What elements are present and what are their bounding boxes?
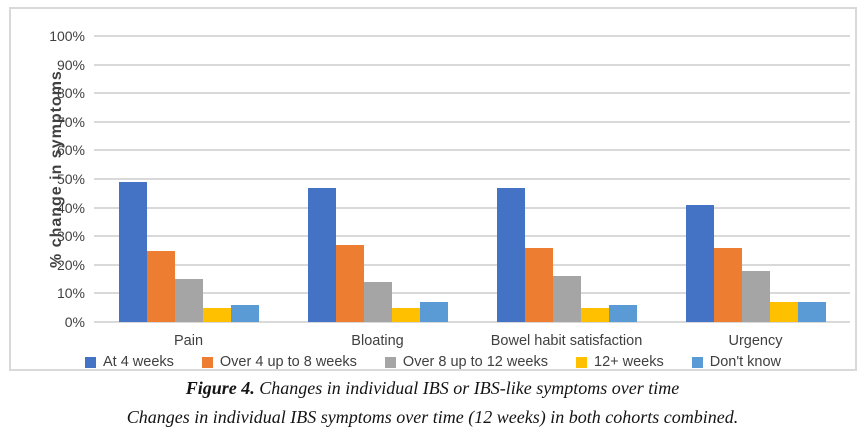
y-tick-label: 60%	[56, 142, 85, 159]
legend-swatch	[84, 356, 96, 368]
y-tick-label: 20%	[56, 256, 85, 273]
bar	[174, 279, 203, 322]
y-tick-label: 50%	[56, 171, 85, 187]
bar-group	[94, 36, 283, 322]
y-tick-label: 40%	[56, 199, 85, 216]
gridline	[94, 321, 850, 323]
bar	[496, 187, 525, 322]
bar	[118, 181, 147, 322]
y-tick-label: 70%	[56, 113, 85, 130]
bar-group	[472, 36, 661, 322]
y-tick-label: 0%	[64, 314, 85, 330]
bar-group	[283, 36, 472, 322]
gridline	[94, 235, 850, 238]
bar	[307, 187, 336, 322]
bar	[741, 270, 770, 322]
legend-swatch	[691, 356, 703, 368]
bar	[524, 247, 553, 322]
legend-item: Over 4 up to 8 weeks	[201, 354, 357, 370]
x-axis-label: Bowel habit satisfaction	[490, 333, 643, 349]
legend-item: Over 8 up to 12 weeks	[384, 354, 548, 370]
chart-legend: At 4 weeks Over 4 up to 8 weeks Over 8 up …	[11, 354, 855, 370]
gridline	[94, 206, 850, 209]
plot-area	[94, 35, 850, 323]
legend-label: At 4 weeks	[102, 354, 174, 370]
y-tick-label: 80%	[56, 85, 85, 102]
gridline	[94, 120, 850, 123]
y-tick-label: 30%	[56, 228, 85, 245]
legend-label: Over 4 up to 8 weeks	[219, 354, 357, 370]
bar	[580, 307, 609, 322]
y-axis-ticks: 0% 10% 20% 30% 40% 50% 60% 70% 80% 90% 100%	[11, 9, 85, 369]
bar	[769, 301, 798, 322]
bar	[419, 301, 448, 322]
legend-swatch	[201, 356, 213, 368]
gridline	[94, 63, 850, 66]
figure-caption: Figure 4. Changes in individual IBS or I…	[0, 377, 865, 428]
y-tick-label: 100%	[49, 28, 85, 44]
gridline	[94, 292, 850, 295]
legend-item: 12+ weeks	[576, 354, 664, 370]
legend-swatch	[384, 356, 396, 368]
legend-label: Don't know	[709, 354, 782, 370]
gridline	[94, 92, 850, 95]
y-tick-label: 90%	[56, 56, 85, 73]
caption-subtitle: Changes in individual IBS symptoms over …	[126, 407, 739, 427]
gridline	[94, 263, 850, 266]
y-tick-label: 10%	[56, 285, 85, 302]
x-axis-label: Pain	[173, 333, 204, 349]
legend-label: Over 8 up to 12 weeks	[402, 354, 548, 370]
bar	[230, 304, 259, 322]
figure-label: Figure 4.	[185, 378, 255, 398]
gridline	[94, 35, 850, 37]
x-axis-label: Bloating	[351, 333, 404, 349]
bar	[202, 307, 231, 322]
caption-title-line: Figure 4. Changes in individual IBS or I…	[0, 377, 865, 399]
gridline	[94, 178, 850, 180]
legend-label: 12+ weeks	[594, 354, 664, 370]
bar	[797, 301, 826, 322]
caption-title: Changes in individual IBS or IBS-like sy…	[254, 378, 680, 398]
legend-item: Don't know	[691, 354, 782, 370]
gridline	[94, 149, 850, 152]
legend-item: At 4 weeks	[84, 354, 174, 370]
bar-chart: % change in symptoms 0% 10% 20% 30% 40% 50% 60…	[9, 7, 857, 371]
bar-group	[661, 36, 850, 322]
bar	[685, 204, 714, 322]
bar	[363, 281, 392, 322]
x-axis-label: Urgency	[728, 333, 783, 349]
bar	[391, 307, 420, 322]
bar	[713, 247, 742, 322]
x-axis-labels: Pain Bloating Bowel habit satisfaction Urge…	[94, 333, 850, 353]
bar	[552, 276, 581, 322]
legend-swatch	[576, 356, 587, 368]
bar	[146, 250, 175, 322]
bar	[335, 244, 364, 322]
bar	[608, 304, 637, 322]
